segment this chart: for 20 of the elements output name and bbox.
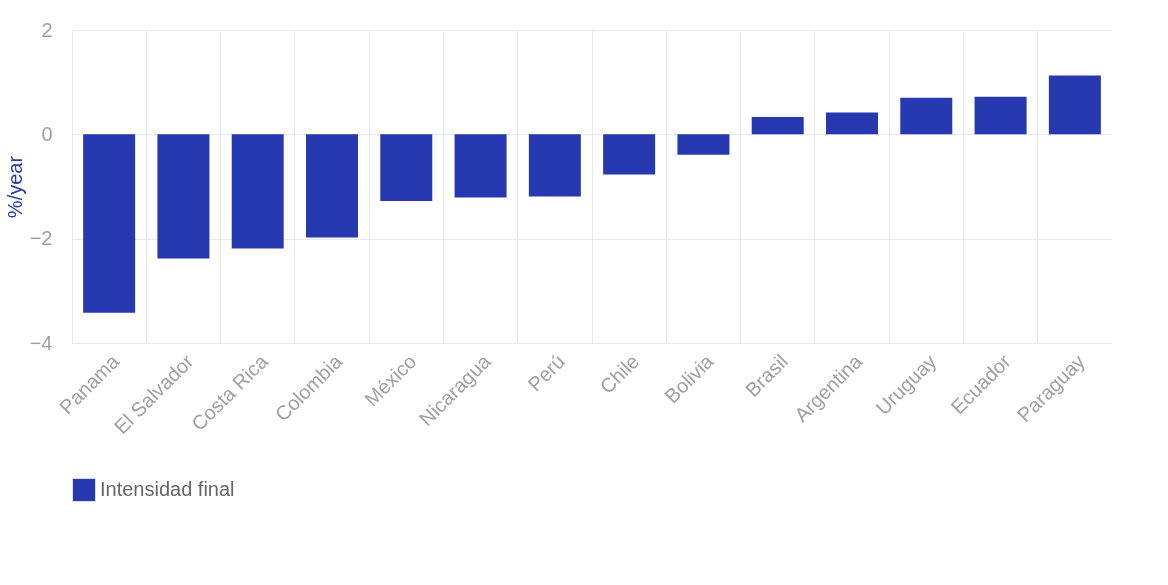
bar: [454, 134, 507, 198]
bar: [974, 96, 1027, 135]
y-tick-label: 2: [41, 18, 53, 41]
bar: [83, 134, 136, 313]
bar: [157, 134, 210, 259]
bar: [751, 117, 804, 135]
y-axis-title: %/year: [3, 155, 26, 219]
bar: [380, 134, 433, 202]
bar: [306, 134, 358, 238]
bar: [603, 134, 656, 175]
legend-label: Intensidad final: [100, 478, 235, 500]
y-tick-label: −4: [29, 331, 53, 354]
bar: [900, 97, 953, 135]
bar: [1048, 75, 1101, 135]
y-tick-label: −2: [29, 227, 53, 250]
y-tick-label: 0: [41, 122, 53, 145]
bar: [826, 112, 878, 135]
bar: [231, 134, 284, 249]
bar: [528, 134, 581, 197]
bar: [677, 134, 730, 155]
